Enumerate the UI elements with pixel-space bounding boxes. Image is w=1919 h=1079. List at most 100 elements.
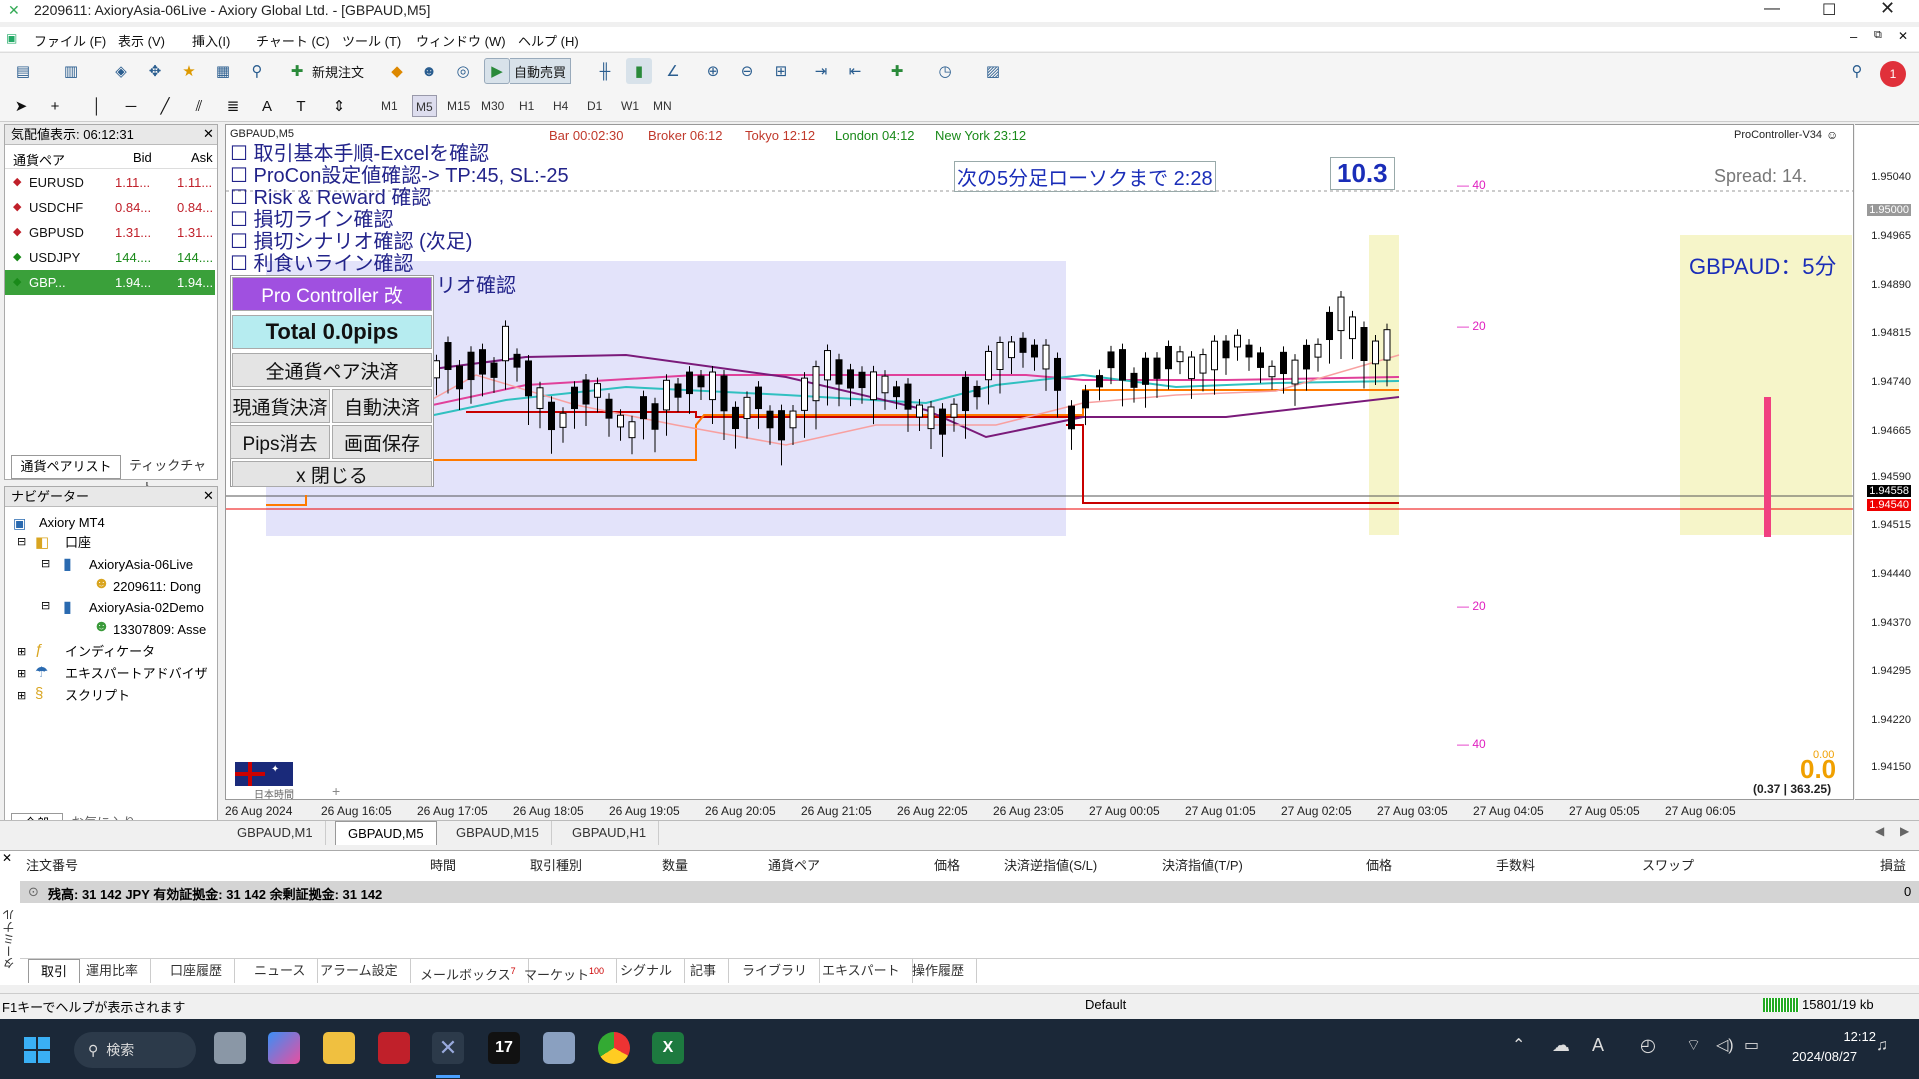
zoom-in-icon[interactable]: ⊕ <box>706 63 720 80</box>
cloud-icon[interactable]: ☁ <box>1552 1035 1570 1055</box>
app-icon[interactable] <box>543 1032 575 1064</box>
profile-name[interactable]: Default <box>1085 997 1127 1012</box>
chart-window[interactable]: — 40 — 20 — 20 — 40 GBPAUD,M5 Bar 00:02:… <box>225 124 1854 800</box>
child-restore-icon[interactable]: ⧉ <box>1874 29 1882 41</box>
notification-badge[interactable]: 1 <box>1880 61 1906 87</box>
checklist-item[interactable]: ☐ 損切シナリオ確認 (次足) <box>230 231 473 253</box>
menu-tools[interactable]: ツール (T) <box>342 34 402 49</box>
terminal-tab[interactable]: 運用比率 <box>74 959 152 983</box>
terminal-column-header[interactable]: 取引種別 <box>530 858 583 873</box>
terminal-tab[interactable]: ライブラリ <box>730 959 821 983</box>
tf-h4[interactable]: H4 <box>553 99 569 113</box>
new-chart-icon[interactable]: ▤ <box>15 63 31 80</box>
navigator-close-icon[interactable]: ✕ <box>203 488 214 503</box>
tf-m5[interactable]: M5 <box>412 95 437 117</box>
pc-all-close-button[interactable]: 全通貨ペア決済 <box>232 353 432 387</box>
plus-icon[interactable]: + <box>332 783 341 799</box>
price-axis[interactable]: 1.95040 1.95000 1.94965 1.94890 1.94815 1.947… <box>1855 124 1919 800</box>
tf-m1[interactable]: M1 <box>381 99 398 113</box>
checklist-item[interactable]: ☐ 取引基本手順-Excelを確認 <box>230 143 490 165</box>
trendline-icon[interactable]: ╱ <box>160 98 170 115</box>
col-symbol[interactable]: 通貨ペア <box>13 153 66 168</box>
balance-row[interactable]: ⊙ 残高: 31 142 JPY 有効証拠金: 31 142 余剰証拠金: 31… <box>20 881 1919 903</box>
chrome-icon[interactable] <box>598 1032 630 1064</box>
search-icon[interactable]: ⚲ <box>1851 63 1863 80</box>
terminal-column-header[interactable]: スワップ <box>1642 858 1695 873</box>
terminal-close-icon[interactable]: ✕ <box>2 851 13 865</box>
task-view-icon[interactable] <box>214 1032 246 1064</box>
excel-icon[interactable]: X <box>652 1032 684 1064</box>
nav-scripts[interactable]: スクリプト <box>65 688 131 703</box>
tf-d1[interactable]: D1 <box>587 99 603 113</box>
copilot-icon[interactable] <box>268 1032 300 1064</box>
nav-root[interactable]: Axiory MT4 <box>39 515 105 530</box>
market-watch-row[interactable]: ◆ USDCHF 0.84... 0.84... <box>5 195 215 220</box>
clock-date[interactable]: 2024/08/27 <box>1792 1049 1858 1064</box>
crosshair-tool-icon[interactable]: + <box>50 97 60 115</box>
market-watch-row[interactable]: ◆ GBP... 1.94... 1.94... <box>5 270 215 295</box>
maximize-icon[interactable]: ☐ <box>1822 2 1837 19</box>
pc-close-button[interactable]: x 閉じる <box>232 461 432 487</box>
new-order-button[interactable]: 新規注文 <box>312 64 365 80</box>
pc-auto-close-button[interactable]: 自動決済 <box>332 389 432 423</box>
chart-tab-active[interactable]: GBPAUD,M5 <box>335 821 437 845</box>
checklist-item[interactable]: ☐ ProCon設定値確認-> TP:45, SL:-25 <box>230 165 569 187</box>
mt4-icon[interactable]: ✕ <box>432 1032 464 1064</box>
terminal-tab[interactable]: 取引 <box>28 959 81 983</box>
tf-h1[interactable]: H1 <box>519 99 535 113</box>
menu-window[interactable]: ウィンドウ (W) <box>416 34 506 49</box>
terminal-tab[interactable]: アラーム設定 <box>308 959 411 983</box>
cursor-icon[interactable]: ➤ <box>14 98 28 115</box>
periods-icon[interactable]: ◷ <box>938 63 952 80</box>
pc-pips-clear-button[interactable]: Pips消去 <box>230 425 330 459</box>
terminal-column-header[interactable]: 通貨ペア <box>768 858 821 873</box>
menu-file[interactable]: ファイル (F) <box>34 34 107 49</box>
checklist-item[interactable]: ☐ 損切ライン確認 <box>230 209 394 231</box>
market-watch-close-icon[interactable]: ✕ <box>203 126 214 141</box>
col-ask[interactable]: Ask <box>191 150 213 165</box>
terminal-column-header[interactable]: 損益 <box>1880 858 1907 873</box>
ime-icon[interactable]: A <box>1592 1035 1605 1055</box>
clock-app-icon[interactable]: ◴ <box>1640 1035 1656 1055</box>
terminal-tab[interactable]: 操作履歴 <box>900 959 978 983</box>
bar-chart-icon[interactable]: ╫ <box>599 62 611 80</box>
navigator-icon[interactable]: ▦ <box>215 63 231 80</box>
zoom-out-icon[interactable]: ⊖ <box>740 63 754 80</box>
pc-current-close-button[interactable]: 現通貨決済 <box>230 389 330 423</box>
autoscroll-icon[interactable]: ⇤ <box>848 63 862 80</box>
volume-icon[interactable]: ◁) <box>1716 1037 1734 1054</box>
candle-chart-icon[interactable]: ▮ <box>626 58 652 84</box>
scroll-right-icon[interactable]: ▶ <box>1900 824 1910 838</box>
close-icon[interactable]: ✕ <box>1880 0 1896 18</box>
signals-icon[interactable]: ☻ <box>421 62 437 80</box>
terminal-column-header[interactable]: 手数料 <box>1496 858 1536 873</box>
terminal-column-header[interactable]: 価格 <box>934 858 961 873</box>
nav-server-demo[interactable]: AxioryAsia-02Demo <box>89 600 204 615</box>
nav-accounts[interactable]: 口座 <box>65 535 92 550</box>
child-minimize-icon[interactable]: – <box>1850 29 1858 44</box>
pc-save-button[interactable]: 画面保存 <box>332 425 432 459</box>
market-watch-row[interactable]: ◆ USDJPY 144.... 144.... <box>5 245 215 270</box>
tf-m15[interactable]: M15 <box>447 99 471 113</box>
strategy-tester-icon[interactable]: ⚲ <box>251 63 263 80</box>
collapse-icon[interactable]: ⊟ <box>17 536 27 548</box>
app-red-icon[interactable] <box>378 1032 410 1064</box>
tf-mn[interactable]: MN <box>653 99 672 113</box>
tab-symbols[interactable]: 通貨ペアリスト <box>11 455 121 479</box>
fibonacci-icon[interactable]: ≣ <box>226 98 240 115</box>
auto-trade-button[interactable]: 自動売買 <box>510 58 572 84</box>
chart-tab[interactable]: GBPAUD,M15 <box>444 821 552 845</box>
expand-icon[interactable]: ⊞ <box>17 690 27 702</box>
nav-account-demo[interactable]: 13307809: Asse <box>113 622 207 637</box>
nav-account-live[interactable]: 2209611: Dong <box>113 579 201 594</box>
indicators-icon[interactable]: ✚ <box>890 63 904 80</box>
market-watch-icon[interactable]: ◈ <box>115 63 127 80</box>
expand-icon[interactable]: ⊞ <box>17 646 27 658</box>
arrows-icon[interactable]: ⇕ <box>332 98 346 115</box>
terminal-tab[interactable]: 口座履歴 <box>158 959 236 983</box>
tile-windows-icon[interactable]: ⊞ <box>774 63 788 80</box>
terminal-column-header[interactable]: 価格 <box>1366 858 1393 873</box>
expand-row-icon[interactable]: ⊙ <box>28 884 39 899</box>
clock-time[interactable]: 12:12 <box>1843 1029 1876 1044</box>
terminal-tab[interactable]: メールボックス7 <box>408 959 529 983</box>
